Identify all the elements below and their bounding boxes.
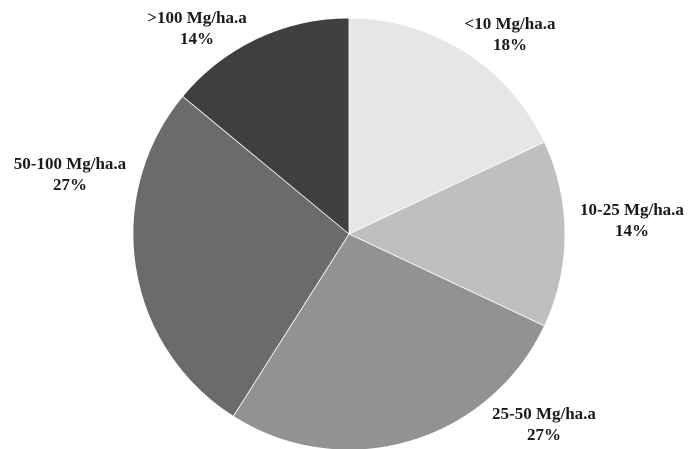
slice-percent-2: 14% <box>615 221 649 240</box>
pie-slice-4 <box>132 95 350 417</box>
pie-slice-3 <box>232 233 545 449</box>
slice-label-5: >100 Mg/ha.a <box>147 8 247 27</box>
slice-percent-3: 27% <box>527 425 561 444</box>
slice-label-3: 25-50 Mg/ha.a <box>492 404 596 423</box>
pie-slice-1 <box>348 17 545 235</box>
slice-label-1: <10 Mg/ha.a <box>465 14 556 33</box>
pie-labels: <10 Mg/ha.a 18% 10-25 Mg/ha.a 14% 25-50 Mg/h… <box>14 8 685 444</box>
slice-label-2: 10-25 Mg/ha.a <box>580 200 684 219</box>
slice-percent-1: 18% <box>493 35 527 54</box>
slice-percent-4: 27% <box>53 175 87 194</box>
pie-slice-2 <box>348 141 566 327</box>
slice-percent-5: 14% <box>180 29 214 48</box>
slice-label-4: 50-100 Mg/ha.a <box>14 154 127 173</box>
pie-slice-5 <box>182 17 350 235</box>
pie-slices <box>132 17 566 449</box>
